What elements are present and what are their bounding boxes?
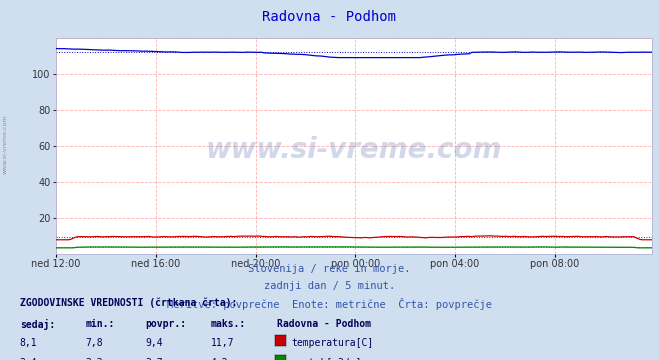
- Text: sedaj:: sedaj:: [20, 319, 55, 330]
- Text: min.:: min.:: [86, 319, 115, 329]
- Text: pretok[m3/s]: pretok[m3/s]: [291, 358, 362, 360]
- Text: Radovna - Podhom: Radovna - Podhom: [277, 319, 371, 329]
- Text: maks.:: maks.:: [211, 319, 246, 329]
- Text: 11,7: 11,7: [211, 338, 235, 348]
- Text: 3,3: 3,3: [86, 358, 103, 360]
- Text: www.si-vreme.com: www.si-vreme.com: [206, 136, 502, 164]
- Text: povpr.:: povpr.:: [145, 319, 186, 329]
- Text: zadnji dan / 5 minut.: zadnji dan / 5 minut.: [264, 281, 395, 291]
- Text: Radovna - Podhom: Radovna - Podhom: [262, 10, 397, 24]
- Text: 3,7: 3,7: [145, 358, 163, 360]
- Text: temperatura[C]: temperatura[C]: [291, 338, 374, 348]
- Text: ZGODOVINSKE VREDNOSTI (črtkana črta):: ZGODOVINSKE VREDNOSTI (črtkana črta):: [20, 297, 237, 307]
- Text: 4,2: 4,2: [211, 358, 229, 360]
- Text: Slovenija / reke in morje.: Slovenija / reke in morje.: [248, 264, 411, 274]
- Text: 9,4: 9,4: [145, 338, 163, 348]
- Text: 3,4: 3,4: [20, 358, 38, 360]
- Text: www.si-vreme.com: www.si-vreme.com: [3, 114, 8, 174]
- Text: 8,1: 8,1: [20, 338, 38, 348]
- Text: 7,8: 7,8: [86, 338, 103, 348]
- Text: Meritve: povprečne  Enote: metrične  Črta: povprečje: Meritve: povprečne Enote: metrične Črta:…: [167, 298, 492, 310]
